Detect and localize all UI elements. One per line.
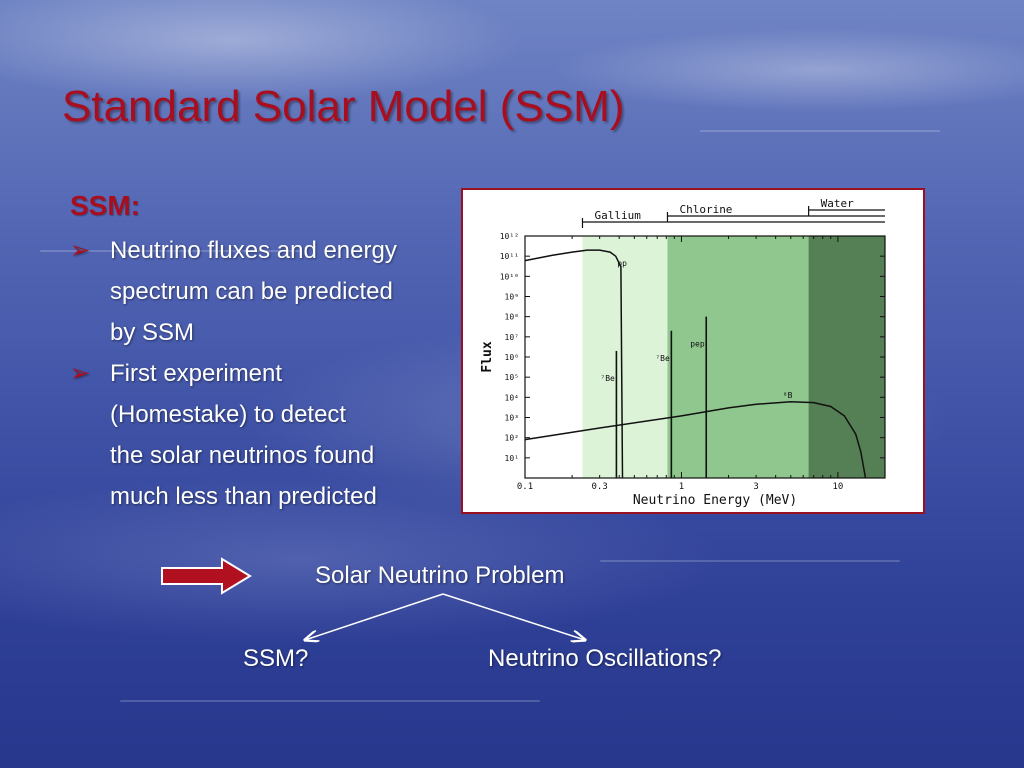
y-tick-label: 10⁸ <box>505 313 519 322</box>
subheading: SSM: <box>70 190 140 221</box>
bullet-line: Neutrino fluxes and energy <box>110 237 397 264</box>
option-neutrino-oscillations: Neutrino Oscillations? <box>488 645 722 672</box>
y-tick-label: 10⁵ <box>505 373 519 382</box>
y-axis-label: Flux <box>480 341 495 372</box>
series-line-b8 <box>524 401 867 479</box>
x-tick-label: 10 <box>832 482 843 492</box>
y-tick-label: 10⁶ <box>505 353 519 362</box>
detector-range-markers: Gallium Chlorine Water <box>581 197 885 228</box>
bullet-line: much less than predicted <box>110 483 377 510</box>
series-label: pep <box>690 340 705 349</box>
y-tick-label: 10¹¹ <box>500 252 519 261</box>
detector-range-label: Gallium <box>594 209 641 222</box>
y-tick-label: 10¹² <box>500 232 519 241</box>
x-tick-label: 3 <box>753 482 758 492</box>
background-streak <box>600 560 900 562</box>
series-label: ⁸B <box>783 391 793 400</box>
background-streak <box>40 250 300 252</box>
bullet-line: First experiment <box>110 360 283 387</box>
y-tick-label: 10¹ <box>505 454 519 463</box>
series-label: pp <box>617 259 627 268</box>
detector-band <box>808 236 885 478</box>
branch-arrow-left <box>305 593 444 640</box>
y-tick-label: 10³ <box>505 414 519 423</box>
detector-bands <box>582 236 885 478</box>
bullet-item: ➢ Neutrino fluxes and energy spectrum ca… <box>70 230 460 353</box>
bullet-line: (Homestake) to detect <box>110 401 347 428</box>
detector-range-label: Chlorine <box>679 203 732 216</box>
x-tick-label: 0.3 <box>592 482 608 492</box>
arrow-bullet-icon: ➢ <box>70 237 91 264</box>
background-streak <box>700 130 940 132</box>
x-axis-label: Neutrino Energy (MeV) <box>633 493 797 508</box>
bullet-item: ➢ First experiment (Homestake) to detect… <box>70 353 460 517</box>
y-tick-label: 10¹⁰ <box>500 272 519 281</box>
bullet-line: by SSM <box>110 319 195 346</box>
series-label: ⁷Be <box>655 354 670 363</box>
x-tick-label: 0.1 <box>517 482 533 492</box>
slide-title: Standard Solar Model (SSM) <box>62 82 625 131</box>
y-tick-label: 10⁴ <box>505 393 519 402</box>
y-tick-label: 10⁹ <box>505 293 519 302</box>
background-streak <box>120 700 540 702</box>
axes: 10¹² 10¹¹ 10¹⁰ 10⁹ 10⁸ 10⁷ 10⁶ 10⁵ 10⁴ 10³ 10² 10¹ 0… <box>480 232 886 508</box>
solar-neutrino-spectrum-figure: pp ⁷Be ⁷Be pep ⁸B Gallium Chlorine Water 10¹² 1… <box>461 188 925 514</box>
series-layer: pp ⁷Be ⁷Be pep ⁸B <box>524 249 867 479</box>
solar-neutrino-problem-label: Solar Neutrino Problem <box>315 562 565 589</box>
series-label: ⁷Be <box>600 374 615 383</box>
bullet-line: the solar neutrinos found <box>110 442 375 469</box>
x-tick-label: 1 <box>679 482 684 492</box>
series-line-pp <box>524 249 624 479</box>
branch-arrow-right <box>442 593 585 640</box>
bullet-line: spectrum can be predicted <box>110 278 393 305</box>
arrow-bullet-icon: ➢ <box>70 360 91 387</box>
option-ssm: SSM? <box>243 645 309 672</box>
y-tick-label: 10² <box>505 434 519 443</box>
right-arrow-icon <box>161 557 252 595</box>
detector-range-label: Water <box>821 197 854 210</box>
y-tick-label: 10⁷ <box>505 333 519 342</box>
